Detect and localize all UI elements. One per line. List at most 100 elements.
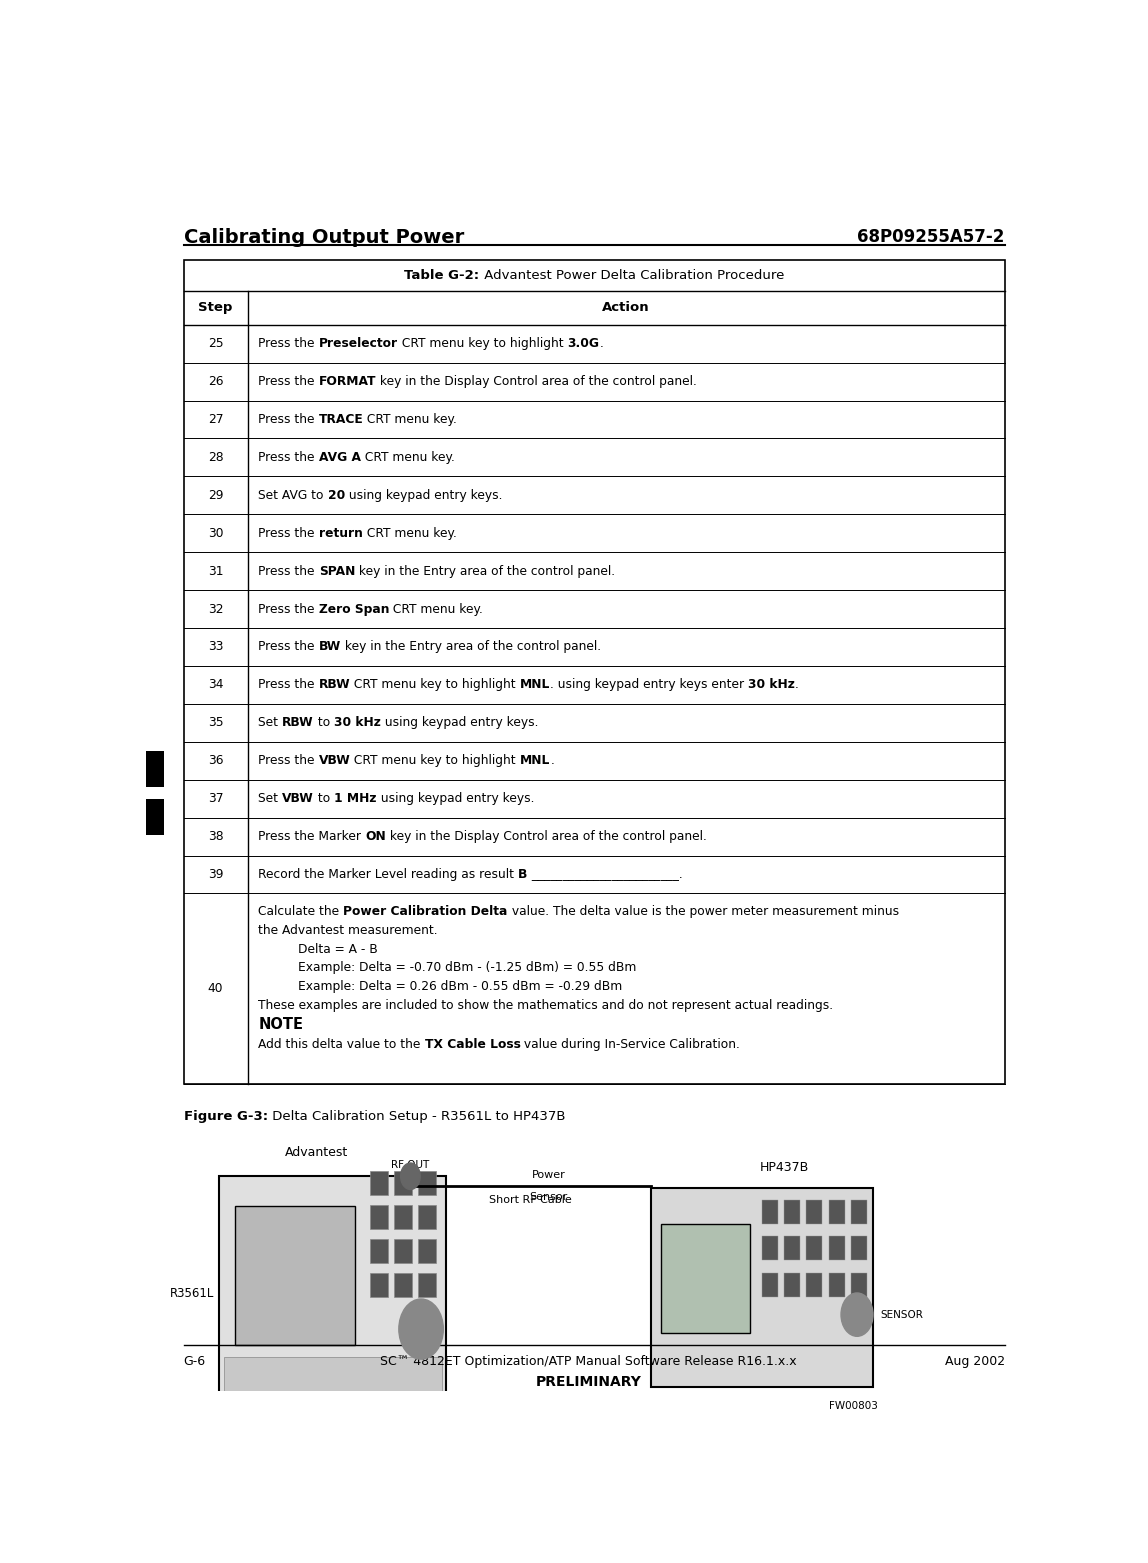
Text: Press the: Press the — [258, 603, 319, 616]
Text: CRT menu key.: CRT menu key. — [360, 452, 455, 464]
Text: Press the: Press the — [258, 755, 319, 767]
Text: AVG A: AVG A — [319, 452, 360, 464]
Text: TX Cable Loss: TX Cable Loss — [425, 1038, 520, 1050]
Text: 39: 39 — [208, 867, 224, 882]
Text: value during In-Service Calibration.: value during In-Service Calibration. — [520, 1038, 740, 1050]
Text: return: return — [319, 527, 363, 539]
Text: to: to — [313, 792, 334, 805]
Text: using keypad entry keys.: using keypad entry keys. — [377, 792, 534, 805]
Bar — [371, 1205, 388, 1229]
Text: NOTE: NOTE — [258, 1018, 303, 1033]
Text: CRT menu key.: CRT menu key. — [364, 413, 457, 427]
Bar — [219, 1177, 447, 1411]
Text: ON: ON — [365, 830, 386, 842]
Text: B: B — [518, 867, 528, 882]
Text: These examples are included to show the mathematics and do not represent actual : These examples are included to show the … — [258, 999, 833, 1011]
Bar — [829, 1272, 845, 1297]
Bar — [146, 750, 164, 786]
Text: Press the: Press the — [258, 527, 319, 539]
Text: the Advantest measurement.: the Advantest measurement. — [258, 924, 437, 938]
Text: 30 kHz: 30 kHz — [334, 716, 381, 730]
Text: Power: Power — [532, 1169, 565, 1180]
Text: Set: Set — [258, 716, 282, 730]
Text: Figure G-3:: Figure G-3: — [184, 1110, 267, 1124]
Text: 1 MHz: 1 MHz — [334, 792, 377, 805]
Bar — [784, 1200, 800, 1224]
Bar — [418, 1239, 436, 1263]
Bar — [371, 1171, 388, 1196]
Text: 29: 29 — [208, 489, 224, 502]
Text: 31: 31 — [208, 564, 224, 578]
Text: 30: 30 — [208, 527, 224, 539]
Text: CRT menu key to highlight: CRT menu key to highlight — [350, 755, 520, 767]
Text: Short RF Cable: Short RF Cable — [489, 1196, 572, 1205]
Bar — [661, 1224, 751, 1333]
Bar — [235, 1207, 355, 1344]
Text: CRT menu key.: CRT menu key. — [363, 527, 457, 539]
Text: ________________________.: ________________________. — [528, 867, 682, 882]
Text: 33: 33 — [208, 641, 224, 653]
Text: key in the Display Control area of the control panel.: key in the Display Control area of the c… — [377, 375, 697, 388]
Text: 20: 20 — [327, 489, 344, 502]
Text: 25: 25 — [208, 338, 224, 350]
Text: value. The delta value is the power meter measurement minus: value. The delta value is the power mete… — [507, 905, 899, 919]
Text: Press the Marker: Press the Marker — [258, 830, 365, 842]
Text: CRT menu key.: CRT menu key. — [389, 603, 483, 616]
Text: G: G — [147, 800, 164, 821]
Text: Example: Delta = 0.26 dBm - 0.55 dBm = -0.29 dBm: Example: Delta = 0.26 dBm - 0.55 dBm = -… — [298, 980, 622, 993]
Text: HP437B: HP437B — [760, 1161, 808, 1174]
Text: Add this delta value to the: Add this delta value to the — [258, 1038, 425, 1050]
Text: Press the: Press the — [258, 641, 319, 653]
Bar — [806, 1236, 822, 1260]
Text: 38: 38 — [208, 830, 224, 842]
Text: Delta = A - B: Delta = A - B — [298, 942, 378, 955]
Text: MNL: MNL — [520, 678, 550, 691]
Bar — [146, 799, 164, 835]
Text: key in the Entry area of the control panel.: key in the Entry area of the control pan… — [341, 641, 602, 653]
Text: .: . — [796, 678, 799, 691]
Bar — [851, 1200, 867, 1224]
Text: R3561L: R3561L — [170, 1286, 215, 1300]
Text: key in the Display Control area of the control panel.: key in the Display Control area of the c… — [386, 830, 707, 842]
Text: Calibrating Output Power: Calibrating Output Power — [184, 228, 464, 247]
Text: Example: Delta = -0.70 dBm - (-1.25 dBm) = 0.55 dBm: Example: Delta = -0.70 dBm - (-1.25 dBm)… — [298, 961, 637, 974]
Text: SPAN: SPAN — [319, 564, 355, 578]
Text: Table G-2:: Table G-2: — [404, 269, 480, 281]
Text: 34: 34 — [208, 678, 224, 691]
Bar — [784, 1272, 800, 1297]
Circle shape — [398, 1299, 443, 1360]
Text: Press the: Press the — [258, 452, 319, 464]
Text: . using keypad entry keys enter: . using keypad entry keys enter — [550, 678, 748, 691]
Bar — [829, 1200, 845, 1224]
Text: 27: 27 — [208, 413, 224, 427]
Text: BW: BW — [319, 641, 341, 653]
Bar — [762, 1272, 778, 1297]
Bar — [784, 1236, 800, 1260]
Text: Delta Calibration Setup - R3561L to HP437B: Delta Calibration Setup - R3561L to HP43… — [267, 1110, 565, 1124]
Text: RBW: RBW — [282, 716, 313, 730]
Text: FORMAT: FORMAT — [319, 375, 377, 388]
Text: VBW: VBW — [319, 755, 350, 767]
Text: SC™ 4812ET Optimization/ATP Manual Software Release R16.1.x.x: SC™ 4812ET Optimization/ATP Manual Softw… — [380, 1355, 797, 1368]
Text: CRT menu key to highlight: CRT menu key to highlight — [350, 678, 520, 691]
Bar — [806, 1200, 822, 1224]
Text: Preselector: Preselector — [319, 338, 397, 350]
Text: 68P09255A57-2: 68P09255A57-2 — [858, 228, 1004, 247]
Text: key in the Entry area of the control panel.: key in the Entry area of the control pan… — [355, 564, 615, 578]
Bar — [829, 1236, 845, 1260]
Text: Press the: Press the — [258, 338, 319, 350]
Text: Set AVG to: Set AVG to — [258, 489, 327, 502]
Text: Sensor: Sensor — [529, 1191, 567, 1202]
Text: .: . — [550, 755, 554, 767]
Circle shape — [401, 1163, 420, 1189]
Bar — [371, 1272, 388, 1297]
Text: 37: 37 — [208, 792, 224, 805]
Text: 3.0G: 3.0G — [567, 338, 599, 350]
Text: Calculate the: Calculate the — [258, 905, 343, 919]
Text: SENSOR: SENSOR — [881, 1310, 923, 1319]
Text: to: to — [313, 716, 334, 730]
Text: PRELIMINARY: PRELIMINARY — [535, 1375, 642, 1390]
Bar — [395, 1171, 412, 1196]
Text: 35: 35 — [208, 716, 224, 730]
Circle shape — [841, 1293, 874, 1336]
